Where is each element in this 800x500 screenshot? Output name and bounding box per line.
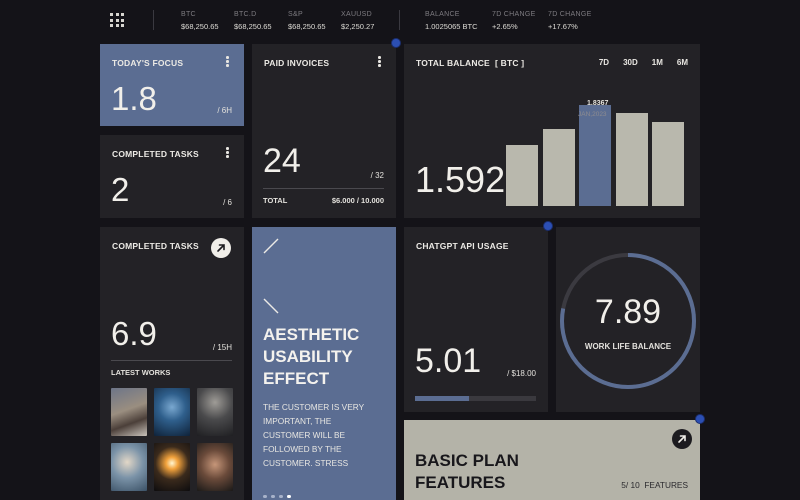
page-dot[interactable] <box>279 494 283 498</box>
highlight-date: JAN,2023 <box>578 111 607 118</box>
ticker-7d-change: 7D CHANGE +2.65% <box>492 11 536 31</box>
aesthetic-body: THE CUSTOMER IS VERY IMPORTANT, THE CUST… <box>263 402 365 468</box>
backslash-icon <box>263 298 279 314</box>
range-tab-1m[interactable]: 1M <box>651 58 663 67</box>
card-title: TOTAL BALANCE [ BTC ] <box>416 58 525 68</box>
resize-handle[interactable] <box>543 221 553 231</box>
divider <box>263 188 384 189</box>
basic-plan-card[interactable]: BASIC PLAN FEATURES 5/ 10 FEATURES <box>404 420 700 500</box>
range-tab-6m[interactable]: 6M <box>676 58 688 67</box>
card-title: COMPLETED TASKS <box>112 149 199 159</box>
focus-unit: / 6H <box>217 106 232 115</box>
arrow-up-right-icon <box>217 244 225 252</box>
work-thumbnail-suit[interactable] <box>197 388 233 436</box>
ticker-7d-change-alt: 7D CHANGE +17.67% <box>548 11 592 31</box>
completed-big-value: 6.9 <box>111 315 157 352</box>
work-thumbnail-portrait-blue[interactable] <box>154 388 190 436</box>
total-label: TOTAL <box>263 196 288 205</box>
more-vertical-icon[interactable] <box>378 56 381 68</box>
focus-value: 1.8 <box>111 80 157 117</box>
paid-invoices-card: PAID INVOICES 24 / 32 TOTAL $6.000 / 10.… <box>252 44 396 218</box>
card-title: COMPLETED TASKS <box>112 241 199 251</box>
ticker-xauusd: XAUUSD $2,250.27 <box>341 11 375 31</box>
completed-unit: / 6 <box>223 198 232 207</box>
latest-works-label: LATEST WORKS <box>111 368 171 377</box>
work-thumbnail-light[interactable] <box>154 443 190 491</box>
work-thumbnail-mountain[interactable] <box>111 388 147 436</box>
ticker-btc-dominance: BTC.D $68,250.65 <box>234 11 272 31</box>
page-dot[interactable] <box>271 494 275 498</box>
usage-progress-fill <box>415 396 470 401</box>
work-life-balance-card: 7.89 WORK LIFE BALANCE <box>556 227 700 412</box>
pagination-dots[interactable] <box>263 485 295 500</box>
invoices-value: 24 <box>263 142 301 180</box>
card-title: TODAY'S FOCUS <box>112 58 184 68</box>
open-arrow-button[interactable] <box>672 429 692 449</box>
resize-handle[interactable] <box>391 38 401 48</box>
slash-icon <box>263 238 279 254</box>
total-value: $6.000 / 10.000 <box>331 196 384 205</box>
plan-heading: BASIC PLAN FEATURES <box>415 451 519 492</box>
work-life-value: 7.89 <box>594 293 662 331</box>
page-dot[interactable] <box>263 494 267 498</box>
arrow-up-right-icon <box>678 435 686 443</box>
aesthetic-heading: AESTHETIC USABILITY EFFECT <box>263 325 360 388</box>
balance-bar[interactable] <box>579 105 611 206</box>
work-life-label: WORK LIFE BALANCE <box>584 342 672 351</box>
balance-bar[interactable] <box>652 122 684 206</box>
latest-works-card: COMPLETED TASKS 6.9 / 15H LATEST WORKS <box>100 227 244 500</box>
balance-value: 1.592 <box>415 159 506 200</box>
usage-value: 5.01 <box>415 342 482 380</box>
work-thumbnail-man[interactable] <box>197 443 233 491</box>
aesthetic-card: AESTHETIC USABILITY EFFECT THE CUSTOMER … <box>252 227 396 500</box>
work-thumbnail-abstract[interactable] <box>111 443 147 491</box>
ticker-divider <box>153 10 154 30</box>
more-vertical-icon[interactable] <box>226 147 229 159</box>
total-balance-card: TOTAL BALANCE [ BTC ] 7D 30D 1M 6M 1.592… <box>404 44 700 218</box>
usage-limit: / $18.00 <box>507 369 536 378</box>
apps-grid-icon[interactable] <box>110 13 124 27</box>
balance-bar-chart <box>506 102 686 206</box>
completed-value: 2 <box>111 171 130 208</box>
balance-bar[interactable] <box>506 145 538 206</box>
ticker-btc: BTC $68,250.65 <box>181 11 219 31</box>
balance-bar[interactable] <box>542 129 575 206</box>
resize-handle[interactable] <box>695 414 705 424</box>
divider <box>111 360 232 361</box>
ticker-sp: S&P $68,250.65 <box>288 11 326 31</box>
open-arrow-button[interactable] <box>211 238 231 258</box>
range-tab-30d[interactable]: 30D <box>623 58 638 67</box>
chatgpt-usage-card: CHATGPT API USAGE 5.01 / $18.00 <box>404 227 548 412</box>
more-vertical-icon[interactable] <box>226 56 229 68</box>
range-tabs: 7D 30D 1M 6M <box>599 58 688 67</box>
range-tab-7d[interactable]: 7D <box>598 58 610 67</box>
completed-tasks-card: COMPLETED TASKS 2 / 6 <box>100 135 244 218</box>
plan-feature-count: 5/ 10 FEATURES <box>621 480 688 490</box>
completed-big-unit: / 15H <box>212 343 232 352</box>
todays-focus-card: TODAY'S FOCUS 1.8 / 6H <box>100 44 244 126</box>
card-title: PAID INVOICES <box>264 58 330 68</box>
ticker-divider <box>399 10 400 30</box>
highlight-value: 1.8367 <box>587 100 609 107</box>
ticker-balance: BALANCE 1.0025065 BTC <box>425 11 478 31</box>
page-dot-active[interactable] <box>287 494 291 498</box>
usage-progress-track <box>415 396 536 401</box>
balance-ring <box>560 253 696 389</box>
card-title: CHATGPT API USAGE <box>416 241 509 251</box>
balance-bar[interactable] <box>615 113 648 206</box>
invoices-unit: / 32 <box>370 171 384 180</box>
